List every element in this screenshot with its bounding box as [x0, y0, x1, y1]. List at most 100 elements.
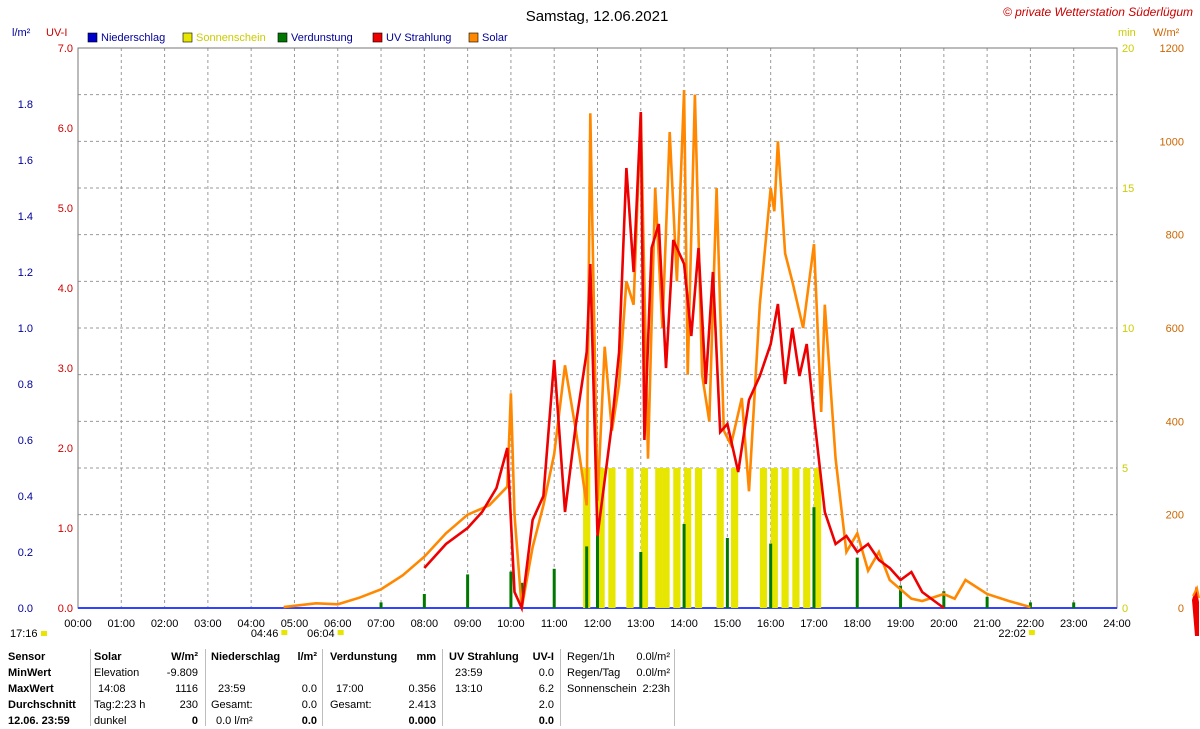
legend-swatch [372, 32, 383, 43]
precip-header: Niederschlag [211, 651, 281, 663]
x-tick-label: 07:00 [367, 618, 395, 630]
sunshine-bar [694, 468, 703, 608]
sunshine-bar [662, 468, 670, 608]
precip-unit: l/m² [297, 651, 317, 663]
uv-tick-label: 5.0 [58, 203, 73, 215]
uv-cell: 23:59 [455, 667, 483, 679]
precip-tick-label: 0.8 [18, 379, 33, 391]
solar-tick-label: 200 [1166, 510, 1184, 522]
row-label-avg: Durchschnitt [8, 699, 76, 711]
evap-cell: 0.356 [408, 683, 436, 695]
edge-solar-fragment [1192, 584, 1200, 599]
legend-label: Sonnenschein [196, 32, 266, 44]
evaporation-series [379, 507, 1076, 608]
copyright-text: © private Wetterstation Süderlügum [1003, 5, 1193, 19]
x-tick-label: 15:00 [714, 618, 742, 630]
evaporation-bar [899, 585, 903, 608]
evaporation-bar [1072, 602, 1076, 608]
sunshine-bar [608, 468, 616, 608]
axis-units: l/m² UV-I min W/m² [12, 27, 1180, 39]
legend-label: Verdunstung [291, 32, 353, 44]
precip-tick-label: 1.2 [18, 267, 33, 279]
rain-value: 2:23h [642, 683, 670, 695]
precip-cell: Gesamt: [211, 699, 253, 711]
uv-cell: 0.0 [538, 667, 554, 679]
x-tick-label: 00:00 [64, 618, 92, 630]
x-tick-label: 20:00 [930, 618, 958, 630]
x-tick-label: 16:00 [757, 618, 785, 630]
solar-axis-unit: W/m² [1153, 27, 1180, 39]
uv-header: UV Strahlung [449, 651, 519, 663]
solar-tick-label: 600 [1166, 323, 1184, 335]
evap-cell: Gesamt: [330, 699, 372, 711]
solar-tick-label: 0 [1178, 603, 1184, 615]
stats-table: Sensor MinWert MaxWert Durchschnitt 12.0… [0, 649, 680, 727]
x-tick-label: 01:00 [108, 618, 136, 630]
evaporation-bar [379, 602, 383, 608]
row-label-date: 12.06. 23:59 [8, 715, 70, 727]
sunshine-bar [730, 468, 739, 608]
solar-tick-label: 800 [1166, 230, 1184, 242]
x-tick-label: 04:00 [237, 618, 265, 630]
x-tick-label: 17:00 [800, 618, 828, 630]
precip-cell: 0.0 l/m² [216, 715, 253, 727]
sunshine-bar [781, 468, 789, 608]
evaporation-bar [812, 507, 816, 608]
precip-tick-label: 1.6 [18, 155, 33, 167]
x-axis: 00:00 01:00 02:00 03:00 04:00 05:00 06:00 07:00… [64, 618, 1131, 630]
sun-marker-label: 17:16 [10, 628, 38, 640]
evap-unit: mm [416, 651, 436, 663]
evaporation-bar [596, 535, 599, 608]
evaporation-bar [585, 546, 589, 608]
right-edge-mark [1192, 584, 1200, 636]
legend: Niederschlag Sonnenschein Verdunstung UV St… [87, 32, 508, 44]
sun-marker-swatch [337, 630, 344, 635]
uv-cell: 6.2 [538, 683, 554, 695]
precip-tick-label: 0.4 [18, 491, 33, 503]
evaporation-bar [855, 557, 859, 608]
uv-cell: 2.0 [538, 699, 554, 711]
x-tick-label: 22:00 [1017, 618, 1045, 630]
x-tick-label: 05:00 [281, 618, 309, 630]
sunshine-bar [626, 468, 634, 608]
x-tick-label: 12:00 [584, 618, 612, 630]
precip-cell: 23:59 [218, 683, 246, 695]
legend-swatch [468, 32, 479, 43]
solar-tick-label: 1000 [1160, 136, 1184, 148]
solar-series-line [283, 89, 1031, 609]
x-tick-label: 10:00 [497, 618, 525, 630]
evap-cell: 2.413 [408, 699, 436, 711]
precip-tick-label: 0.2 [18, 547, 33, 559]
sunshine-bar [684, 468, 692, 608]
uv-unit: UV-I [532, 651, 554, 663]
uv-tick-label: 7.0 [58, 43, 73, 55]
sun-marker-label: 04:46 [251, 628, 279, 640]
sunshine-bar [813, 468, 822, 608]
rain-value: 0.0l/m² [636, 651, 670, 663]
x-tick-label: 06:00 [324, 618, 352, 630]
x-tick-label: 03:00 [194, 618, 222, 630]
legend-label: Niederschlag [101, 32, 165, 44]
solar-cell: -9.809 [166, 667, 198, 679]
precip-tick-label: 1.8 [18, 99, 33, 111]
sunshine-tick-label: 20 [1122, 43, 1134, 55]
x-tick-label: 13:00 [627, 618, 655, 630]
solar-cell: 1116 [175, 683, 198, 695]
solar-cell: Elevation [94, 667, 140, 679]
rain-label: Sonnenschein [567, 683, 637, 695]
evaporation-bar [1028, 602, 1032, 608]
evaporation-bar [985, 596, 989, 608]
precip-tick-label: 1.4 [18, 211, 33, 223]
sun-marker-swatch [41, 631, 47, 636]
sunshine-tick-label: 0 [1122, 603, 1128, 615]
solar-cell: dunkel [94, 715, 127, 727]
sun-marker-label: 06:04 [307, 628, 335, 640]
sunshine-bar [770, 468, 778, 608]
edge-uv-fragment [1192, 586, 1199, 636]
uv-tick-label: 1.0 [58, 523, 73, 535]
x-tick-label: 14:00 [670, 618, 698, 630]
legend-swatch [277, 32, 288, 43]
sunshine-bar [640, 468, 649, 608]
x-tick-label: 02:00 [151, 618, 179, 630]
